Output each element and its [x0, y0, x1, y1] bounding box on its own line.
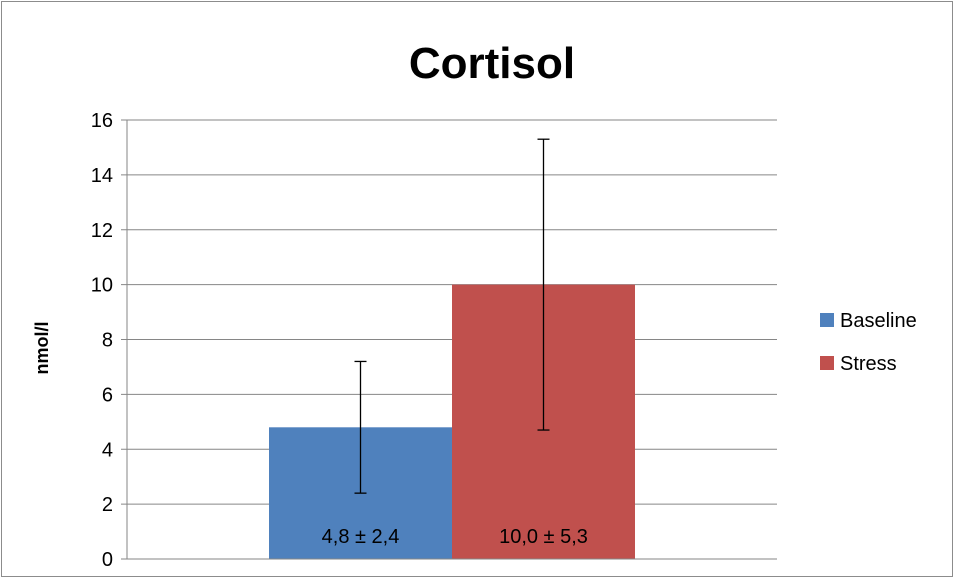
y-axis-label: nmol/l	[32, 322, 52, 375]
legend-label-baseline: Baseline	[840, 310, 917, 332]
y-tick-label: 16	[91, 110, 113, 132]
y-tick-label: 14	[91, 165, 113, 187]
data-label-stress: 10,0 ± 5,3	[499, 526, 588, 548]
legend-swatch-stress	[820, 356, 834, 370]
y-tick-labels: 0 2 4 6 8 10 12 14 16	[91, 110, 127, 571]
y-tick-label: 0	[102, 549, 113, 571]
bars	[269, 284, 635, 559]
y-tick-label: 10	[91, 275, 113, 297]
legend-swatch-baseline	[820, 313, 834, 327]
data-labels: 4,8 ± 2,4 10,0 ± 5,3	[322, 526, 588, 548]
y-tick-label: 6	[102, 384, 113, 406]
chart-title: Cortisol	[409, 39, 575, 88]
y-tick-label: 4	[102, 439, 113, 461]
axes	[126, 120, 777, 560]
y-tick-label: 2	[102, 494, 113, 516]
legend-label-stress: Stress	[840, 353, 897, 375]
y-tick-label: 12	[91, 220, 113, 242]
error-bars	[354, 138, 550, 494]
legend: Baseline Stress	[820, 310, 917, 375]
data-label-baseline: 4,8 ± 2,4	[322, 526, 400, 548]
y-tick-label: 8	[102, 330, 113, 352]
